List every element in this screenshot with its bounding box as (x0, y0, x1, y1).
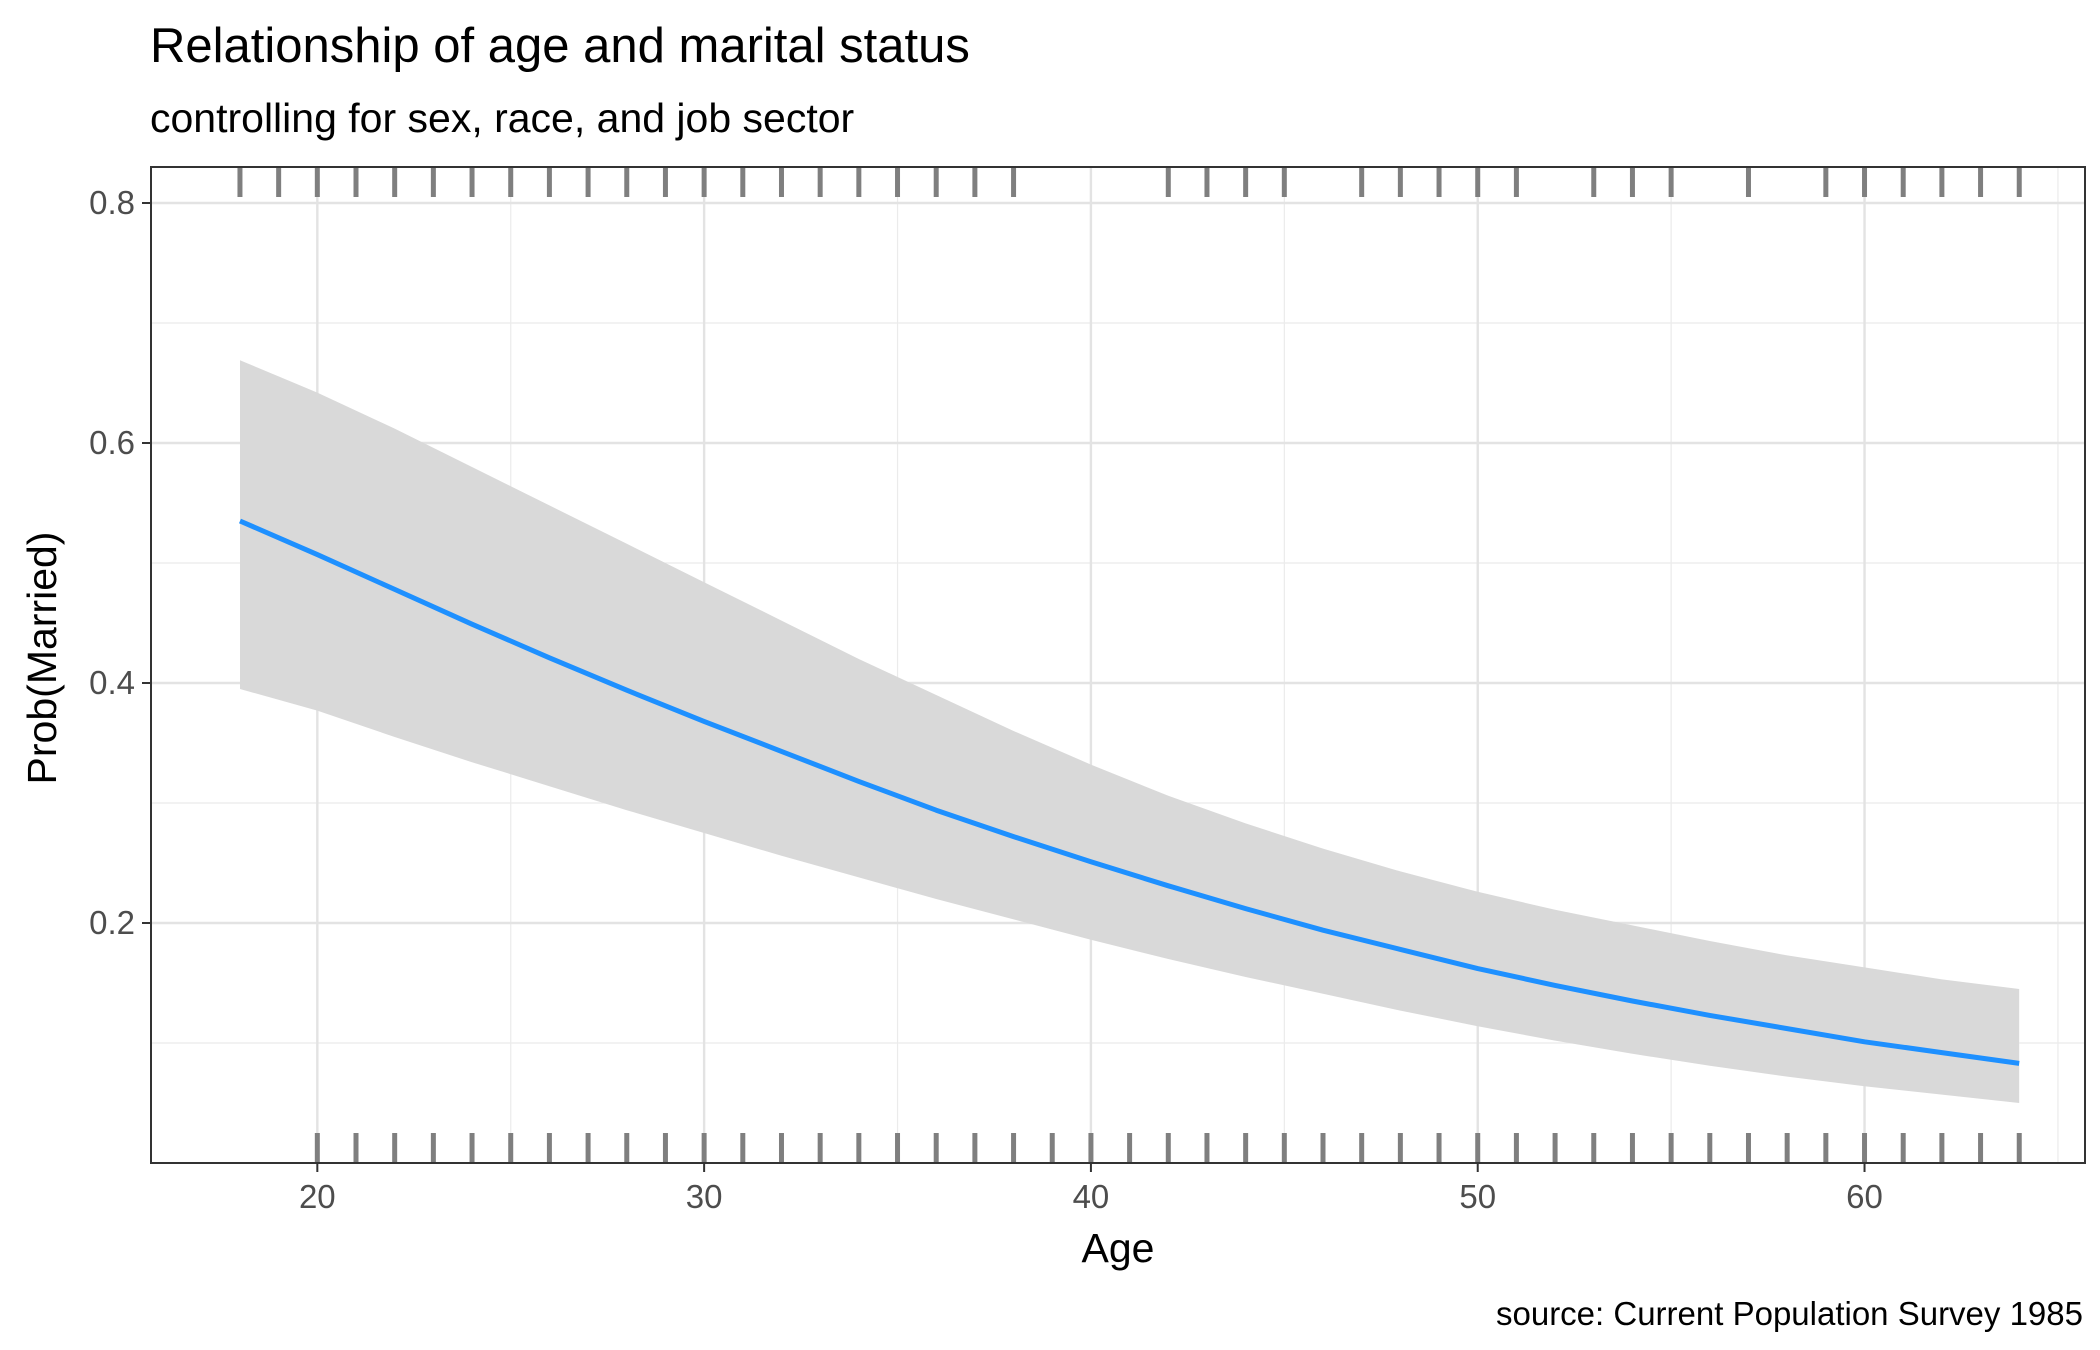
plot-panel-border (150, 166, 2086, 1164)
y-tick-label: 0.4 (89, 664, 135, 701)
x-tick-label: 50 (1459, 1178, 1496, 1215)
y-tick-label: 0.2 (89, 904, 135, 941)
confidence-band-layer (240, 360, 2020, 1103)
chart-caption: source: Current Population Survey 1985 (1496, 1295, 2083, 1332)
chart-subtitle: controlling for sex, race, and job secto… (150, 95, 854, 141)
y-tick-label: 0.8 (89, 184, 135, 221)
x-axis-title: Age (1082, 1225, 1155, 1271)
fit-line-layer (239, 518, 2020, 1066)
x-tick-label: 40 (1073, 1178, 1110, 1215)
x-tick-label: 60 (1846, 1178, 1883, 1215)
y-axis-title: Prob(Married) (19, 532, 65, 785)
y-tick-label: 0.6 (89, 424, 135, 461)
chart-title: Relationship of age and marital status (150, 19, 970, 73)
fit-line (239, 518, 2020, 1066)
confidence-band (240, 360, 2020, 1103)
axis-ticks: 20 30 40 50 60 0.2 0.4 0.6 0.8 (89, 184, 1883, 1215)
x-tick-label: 20 (299, 1178, 336, 1215)
rug-layer (237, 167, 2022, 1163)
x-tick-label: 30 (686, 1178, 723, 1215)
